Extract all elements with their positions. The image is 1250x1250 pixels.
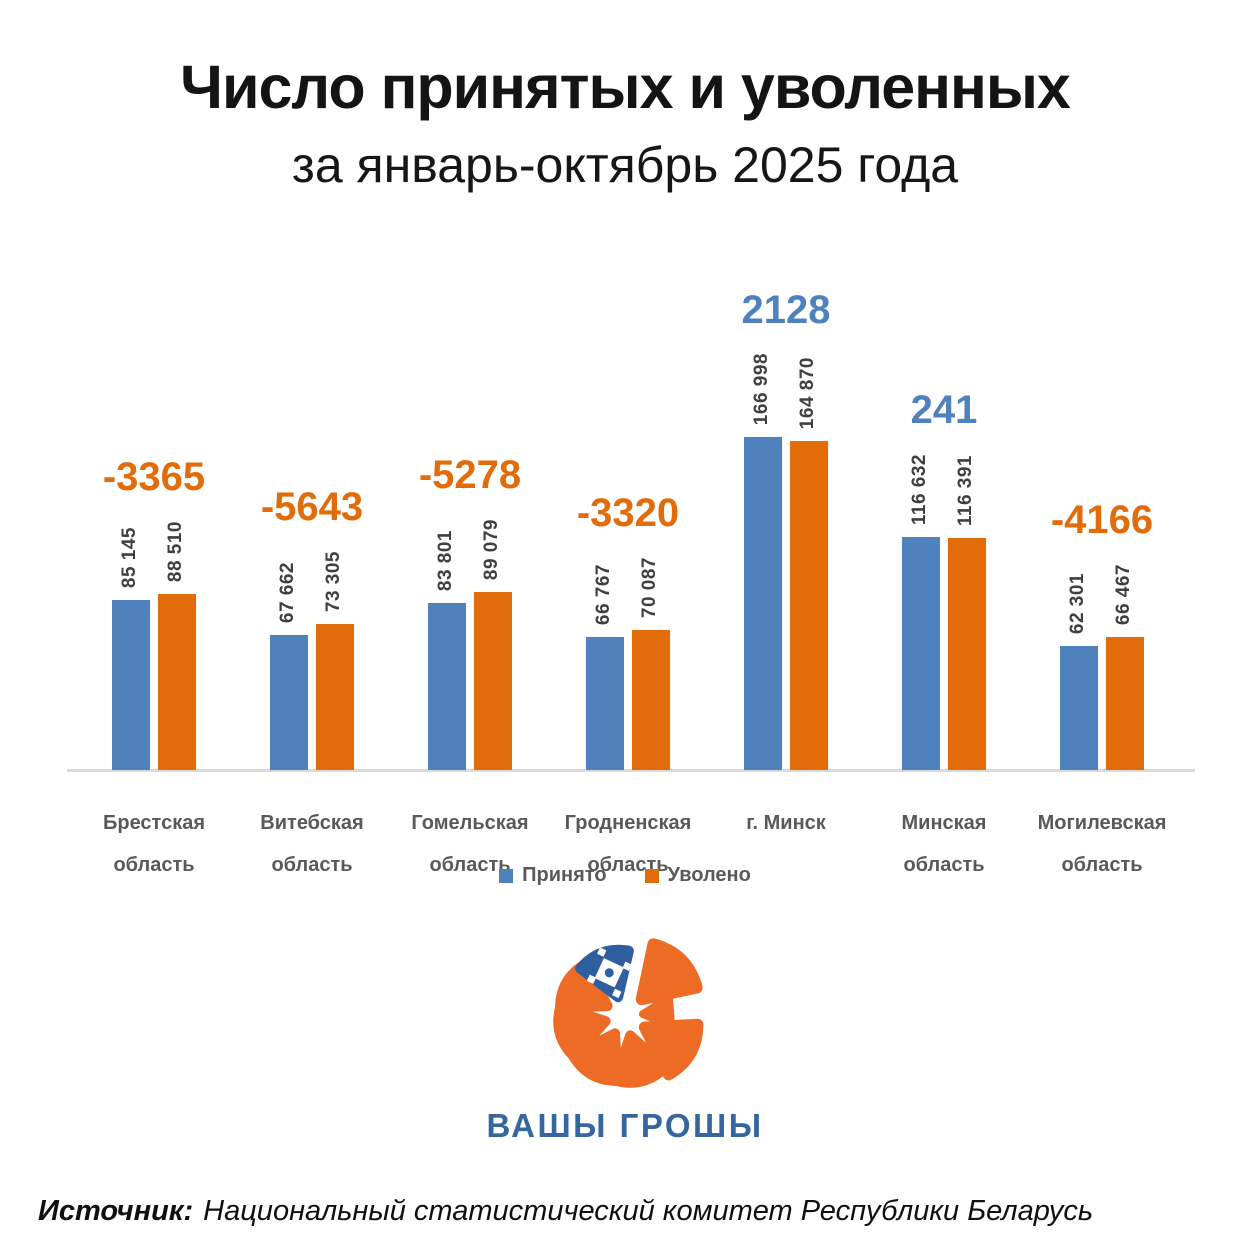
bar-hired bbox=[1060, 646, 1098, 770]
bar-value-label: 66 767 bbox=[593, 563, 614, 625]
bar-fired bbox=[474, 592, 512, 770]
chart-subtitle: за январь-октябрь 2025 года bbox=[291, 137, 959, 193]
bar-hired bbox=[586, 637, 624, 770]
legend-item: Уволено bbox=[644, 864, 751, 887]
category-label: Гомельская область bbox=[411, 812, 529, 876]
bar-fired bbox=[158, 594, 196, 770]
chart-legend: Принято Уволено bbox=[0, 864, 1250, 887]
bar-hired bbox=[744, 437, 782, 770]
bar-value-label: 70 087 bbox=[639, 556, 660, 618]
brand-name: ВАШЫ ГРОШЫ bbox=[486, 1107, 764, 1144]
category-label: Витебская область bbox=[260, 812, 364, 876]
bar-fired bbox=[632, 630, 670, 770]
bar-value-label: 166 998 bbox=[751, 352, 772, 425]
diff-label: 2128 bbox=[741, 287, 831, 332]
legend-label: Уволено bbox=[667, 864, 751, 886]
diff-label: -5643 bbox=[260, 485, 364, 529]
bar-value-label: 116 632 bbox=[909, 453, 930, 525]
source-note: Источник: Национальный статистический ком… bbox=[38, 1195, 1093, 1228]
diff-label: -3320 bbox=[576, 491, 680, 535]
bar-hired bbox=[428, 603, 466, 770]
category-label: Могилевская область bbox=[1037, 812, 1167, 876]
legend-swatch-icon bbox=[499, 868, 514, 883]
category-label: г. Минск bbox=[746, 812, 826, 834]
bar-fired bbox=[1106, 637, 1144, 770]
bar-value-label: 83 801 bbox=[435, 529, 456, 591]
bar-value-label: 88 510 bbox=[165, 520, 186, 582]
bar-hired bbox=[902, 537, 940, 770]
x-axis-line bbox=[67, 769, 1195, 772]
legend-item: Принято bbox=[499, 864, 607, 887]
bar-fired bbox=[948, 538, 986, 770]
bar-hired bbox=[270, 635, 308, 770]
bar-hired bbox=[112, 600, 150, 770]
bar-value-label: 62 301 bbox=[1067, 572, 1088, 634]
bar-fired bbox=[316, 624, 354, 770]
bar-value-label: 73 305 bbox=[323, 550, 344, 612]
brand-logo: ВАШЫ ГРОШЫ bbox=[0, 918, 1250, 1145]
bar-value-label: 89 079 bbox=[481, 518, 502, 580]
category-label: Минская область bbox=[901, 812, 987, 876]
diff-label: -4166 bbox=[1050, 498, 1154, 542]
category-label: Брестская область bbox=[102, 812, 206, 876]
bar-value-label: 67 662 bbox=[277, 561, 298, 623]
legend-swatch-icon bbox=[644, 868, 659, 883]
legend-label: Принято bbox=[522, 864, 607, 886]
bar-value-label: 85 145 bbox=[119, 526, 140, 588]
chart-title: Число принятых и уволенных bbox=[180, 53, 1071, 121]
source-label: Источник: bbox=[38, 1195, 194, 1227]
bar-value-label: 66 467 bbox=[1113, 563, 1134, 625]
pinwheel-logo-icon bbox=[553, 938, 704, 1088]
diff-label: -5278 bbox=[418, 453, 522, 497]
source-text: Национальный статистический комитет Респ… bbox=[203, 1195, 1094, 1227]
bar-chart: 85 145 88 510 -3365 Брестская область 67 662… bbox=[67, 240, 1195, 876]
bar-value-label: 164 870 bbox=[797, 356, 818, 429]
diff-label: 241 bbox=[910, 387, 978, 432]
bar-value-label: 116 391 bbox=[955, 454, 976, 526]
ornament-petal-icon bbox=[575, 944, 634, 1003]
bar-fired bbox=[790, 441, 828, 770]
diff-label: -3365 bbox=[102, 455, 206, 499]
